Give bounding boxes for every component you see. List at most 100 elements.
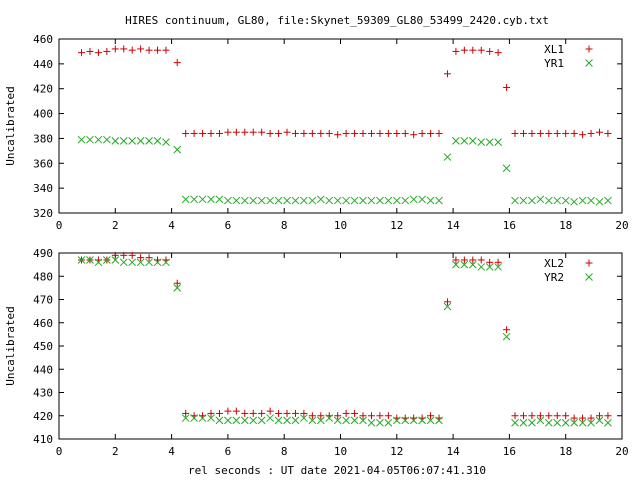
data-point-yr2-d2 [266, 414, 274, 422]
data-point-yr2-d2 [502, 332, 511, 341]
data-point-yr1 [578, 196, 587, 205]
data-point-xl2 [351, 409, 359, 417]
x-tick-label: 4 [168, 219, 175, 232]
data-point-yr2-d2 [435, 416, 443, 425]
data-point-yr2 [435, 416, 443, 425]
data-point-xl1 [486, 47, 494, 55]
data-point-xl1 [120, 45, 128, 53]
data-point-yr2 [224, 416, 232, 425]
data-point-yr2 [392, 416, 401, 425]
data-point-yr1-d2 [511, 196, 519, 205]
data-point-yr1-d2 [350, 196, 359, 205]
data-point-xl1 [410, 131, 418, 139]
data-point-xl2 [173, 279, 181, 287]
data-point-yr1-d2 [485, 138, 494, 147]
data-point-xl1 [137, 45, 145, 53]
data-point-yr1-d2 [468, 137, 477, 145]
data-point-yr1-d2 [477, 138, 486, 147]
data-point-yr2-d2 [153, 258, 162, 267]
data-point-yr1 [153, 137, 162, 145]
data-point-yr2 [173, 284, 182, 292]
data-point-xl1 [283, 128, 291, 136]
data-point-xl2 [579, 414, 587, 422]
data-point-yr1-d2 [173, 145, 182, 154]
data-point-xl2 [224, 407, 232, 415]
data-point-xl1 [128, 46, 136, 54]
data-point-yr2-d2 [103, 256, 111, 264]
data-point-yr1-d2 [426, 196, 435, 205]
data-point-yr1 [460, 137, 469, 145]
data-point-yr1 [536, 195, 545, 204]
data-point-yr2 [384, 418, 393, 427]
data-point-yr1 [145, 137, 153, 145]
data-point-xl1 [579, 131, 587, 139]
data-point-xl1 [393, 129, 401, 137]
data-point-xl2 [384, 412, 392, 420]
series-xl1 [78, 45, 612, 139]
x-tick-label: 2 [112, 445, 119, 458]
data-point-yr1 [128, 137, 137, 145]
data-point-yr2-d2 [485, 263, 494, 271]
data-point-yr2 [460, 260, 469, 269]
data-point-yr2 [316, 416, 325, 425]
data-point-xl1 [528, 129, 536, 137]
data-point-xl1 [241, 128, 249, 136]
data-point-yr1-d2 [544, 196, 553, 205]
data-point-yr2 [325, 414, 334, 422]
data-point-xl1 [275, 129, 283, 137]
data-point-yr1 [111, 137, 120, 145]
data-point-yr1 [350, 196, 359, 205]
data-point-xl2 [376, 412, 384, 420]
data-point-xl1 [215, 129, 223, 137]
data-point-yr2 [553, 418, 562, 427]
data-point-yr1-d2 [240, 196, 249, 205]
y-tick-label: 420 [33, 83, 53, 96]
data-point-yr2 [190, 414, 198, 422]
data-point-yr1 [325, 196, 334, 205]
data-point-yr1 [367, 196, 376, 205]
data-point-xl1 [427, 129, 435, 137]
data-point-yr2 [308, 416, 317, 425]
data-point-yr1 [86, 135, 94, 144]
data-point-yr1-d2 [409, 195, 418, 204]
data-point-yr1 [215, 195, 224, 204]
data-point-yr1 [291, 196, 300, 205]
data-point-yr1-d2 [587, 196, 595, 205]
data-point-xl2 [308, 412, 316, 420]
data-point-yr1-d2 [94, 135, 103, 144]
data-point-yr2-d2 [528, 418, 536, 427]
data-point-xl2 [553, 412, 561, 420]
x-tick-label: 12 [390, 445, 403, 458]
data-point-yr1-d2 [570, 197, 578, 206]
data-point-yr1-d2 [435, 196, 443, 205]
data-point-xl1 [494, 49, 502, 57]
data-point-yr2 [401, 416, 410, 425]
data-point-yr1-d2 [578, 196, 587, 205]
data-point-xl2 [291, 409, 299, 417]
data-point-xl1 [545, 129, 553, 137]
data-point-yr2-d2 [477, 263, 486, 271]
data-point-yr1-d2 [181, 195, 190, 204]
data-point-yr2 [376, 418, 384, 427]
data-point-yr1 [553, 196, 562, 205]
data-point-xl2 [128, 251, 136, 259]
data-point-yr2-d2 [198, 414, 207, 422]
data-point-yr2 [181, 414, 190, 422]
x-tick-label: 10 [334, 445, 347, 458]
data-point-yr1 [181, 195, 190, 204]
data-point-yr2 [595, 416, 604, 425]
data-point-yr2 [426, 416, 435, 425]
data-point-yr1 [511, 196, 519, 205]
data-point-yr2-d2 [595, 416, 604, 425]
data-point-xl1 [190, 129, 198, 137]
data-point-yr2-d2 [409, 416, 418, 425]
data-point-yr1 [257, 196, 266, 205]
data-point-xl1 [435, 129, 443, 137]
data-point-xl1 [78, 49, 86, 57]
data-point-xl1 [452, 47, 460, 55]
data-point-yr1 [544, 196, 553, 205]
x-tick-label: 0 [56, 219, 63, 232]
data-point-yr1-d2 [145, 137, 153, 145]
data-point-xl1 [258, 128, 266, 136]
data-point-yr1-d2 [283, 196, 291, 205]
